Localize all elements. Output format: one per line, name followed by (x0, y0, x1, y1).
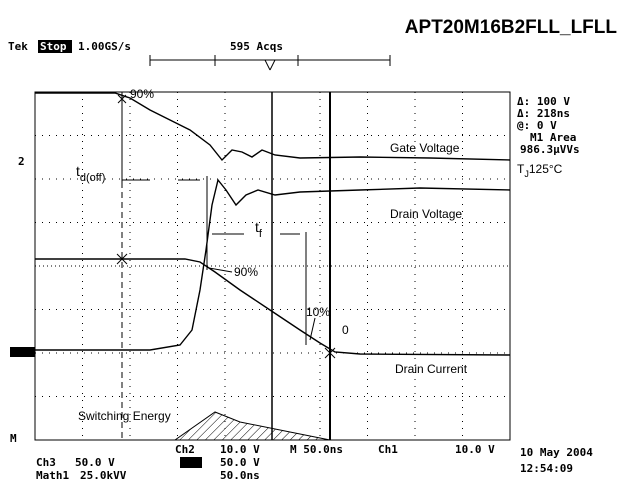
status: Ch3 (36, 456, 56, 469)
status: 10.0 V (220, 443, 260, 456)
td-sub: d(off) (80, 172, 105, 184)
readout: 986.3μVVs (520, 143, 580, 156)
state: Stop (40, 40, 67, 53)
page: APT20M16B2FLL_LFLL Tek Stop 1.00GS/s 595… (0, 0, 625, 487)
ref-box (180, 457, 202, 468)
status: 50.0 V (220, 456, 260, 469)
label: Drain Voltage (390, 207, 462, 221)
tf-sub: f (259, 228, 263, 240)
label: 90% (130, 87, 154, 101)
trigger-bar (150, 55, 390, 70)
label: Gate Voltage (390, 141, 460, 155)
status: 50.0ns (220, 469, 260, 482)
title: APT20M16B2FLL_LFLL (405, 17, 618, 38)
date: 10 May 2004 (520, 446, 593, 459)
ch-marker (10, 347, 35, 357)
label: Drain Current (395, 362, 468, 376)
status: Ch1 (378, 443, 398, 456)
rate: 1.00GS/s (78, 40, 131, 53)
annotation-lines (117, 95, 335, 358)
status: 50.0 V (75, 456, 115, 469)
label: tf (255, 219, 263, 240)
math-marker: M (10, 432, 17, 445)
status: Math1 (36, 469, 69, 482)
channel-marker: 2 (18, 155, 25, 168)
label: td(off) (76, 163, 105, 184)
status: 25.0kVV (80, 469, 127, 482)
label: 10% (306, 305, 330, 319)
bottom-bar: Ch2 10.0 V M 50.0ns Ch1 10.0 V Ch3 50.0 … (36, 443, 593, 482)
label: Switching Energy (78, 409, 171, 423)
acqs: 595 Acqs (230, 40, 283, 53)
temp: TJ125°C (517, 162, 563, 179)
label: 90% (234, 265, 258, 279)
energy-area (175, 412, 330, 440)
status: M 50.0ns (290, 443, 343, 456)
status: Ch2 (175, 443, 195, 456)
temp-val: 125°C (529, 162, 563, 176)
label: 0 (342, 323, 349, 337)
brand: Tek (8, 40, 28, 53)
clock: 12:54:09 (520, 462, 573, 475)
readouts: Δ: 100 V Δ: 218ns @: 0 V M1 Area 986.3μV… (517, 95, 580, 156)
status: 10.0 V (455, 443, 495, 456)
